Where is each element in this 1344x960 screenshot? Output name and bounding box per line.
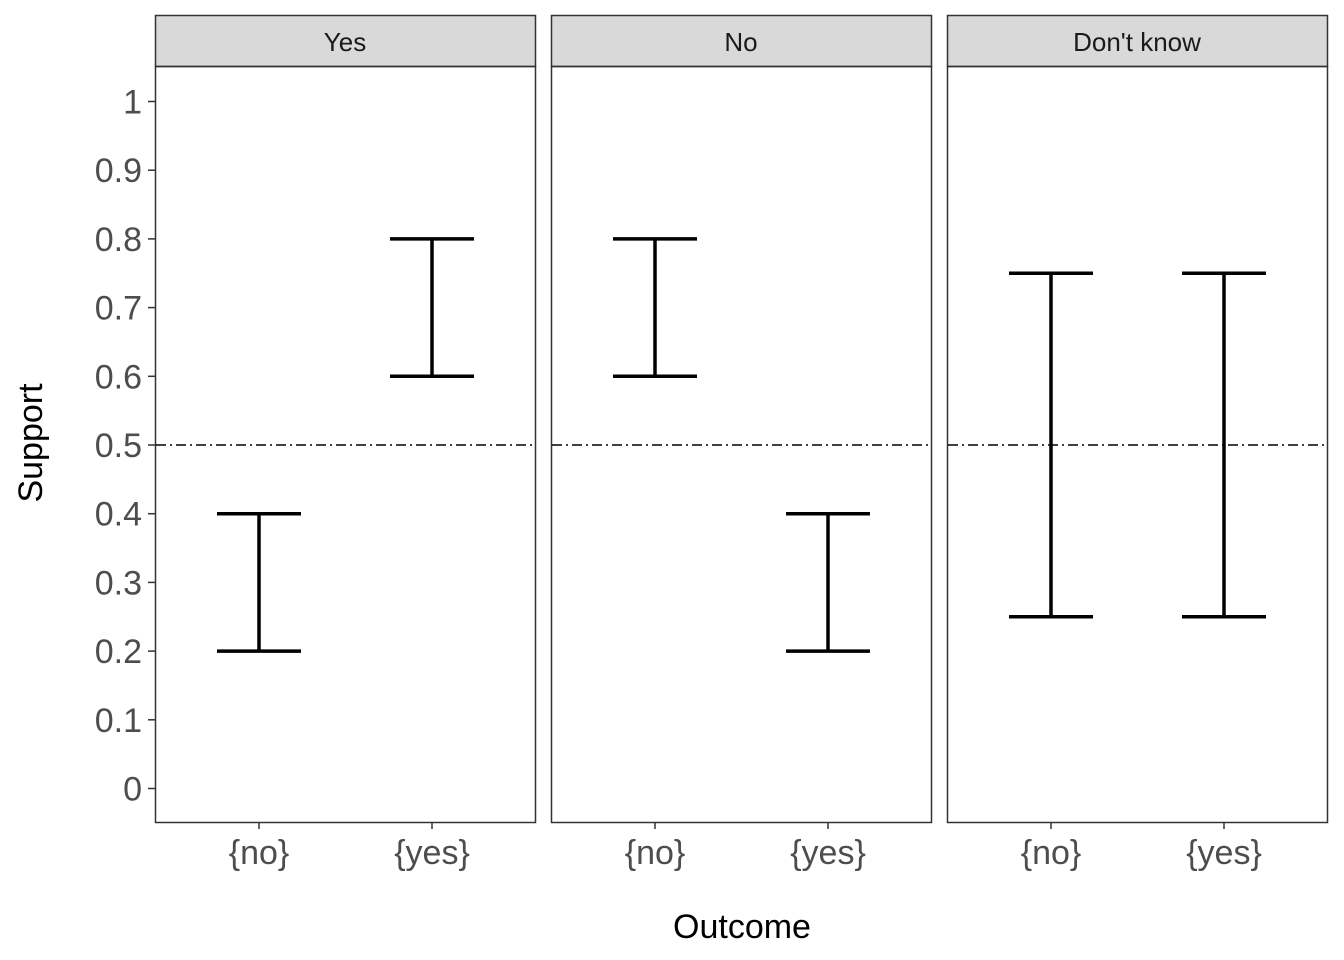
y-tick-label: 0.6 — [95, 358, 142, 396]
y-tick-label: 1 — [123, 84, 142, 122]
panels: Yes {no} {yes} No {no} {yes} Don't know {no} {ye… — [154, 14, 1329, 872]
x-axis-title: Outcome — [673, 908, 811, 946]
x-tick-label: {no} — [1021, 834, 1082, 872]
strip-label: Don't know — [1073, 27, 1201, 57]
y-tick-label: 0.7 — [95, 290, 142, 328]
panel-border — [946, 65, 1329, 824]
y-tick-label: 0.5 — [95, 427, 142, 465]
panel-border — [154, 65, 537, 824]
panel-3: Don't know {no} {yes} — [946, 14, 1329, 872]
errorbar-no — [217, 511, 301, 653]
errorbar-yes — [786, 511, 870, 653]
errorbar-yes — [390, 237, 474, 379]
errorbar-no — [1009, 271, 1093, 619]
panel-1: Yes {no} {yes} — [154, 14, 537, 872]
panel-border — [550, 65, 933, 824]
x-tick-label: {yes} — [394, 834, 470, 872]
y-tick-label: 0.3 — [95, 564, 142, 602]
errorbar-yes — [1182, 271, 1266, 619]
strip-background — [550, 14, 933, 68]
errorbar-no — [613, 237, 697, 379]
y-tick-label: 0.4 — [95, 496, 142, 534]
y-axis: 0 0.1 0.2 0.3 0.4 0.5 0.6 0.7 0.8 0.9 1 — [95, 84, 155, 809]
x-tick-label: {yes} — [1186, 834, 1262, 872]
y-tick-label: 0.2 — [95, 633, 142, 671]
x-tick-label: {no} — [229, 834, 290, 872]
strip-label: Yes — [324, 27, 366, 57]
strip-background — [154, 14, 537, 68]
y-tick-label: 0.1 — [95, 702, 142, 740]
panel-2: No {no} {yes} — [550, 14, 933, 872]
y-tick-label: 0 — [123, 771, 142, 809]
x-tick-label: {yes} — [790, 834, 866, 872]
strip-label: No — [724, 27, 757, 57]
y-tick-label: 0.9 — [95, 152, 142, 190]
x-tick-label: {no} — [625, 834, 686, 872]
y-tick-label: 0.8 — [95, 221, 142, 259]
y-axis-title: Support — [12, 383, 50, 503]
